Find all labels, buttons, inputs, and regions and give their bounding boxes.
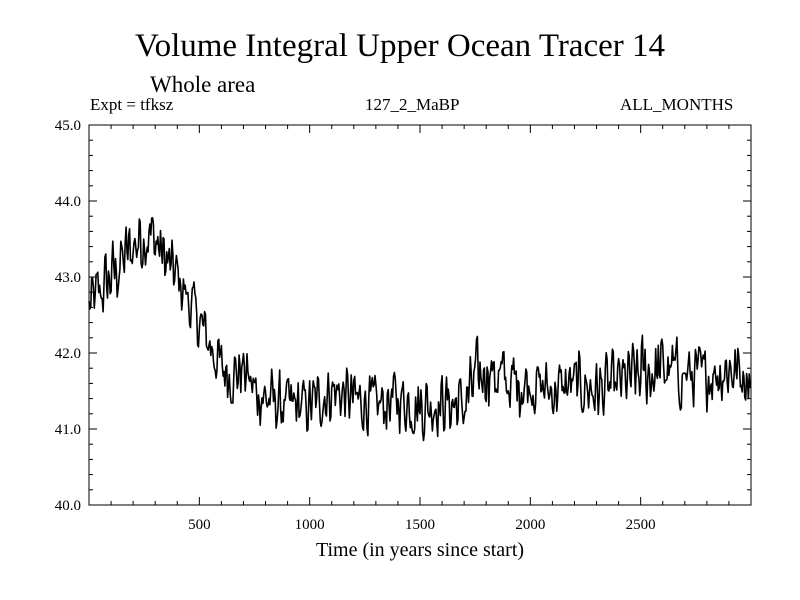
x-tick-label: 2500 — [626, 517, 656, 533]
x-tick-label: 1000 — [295, 517, 325, 533]
x-tick-label: 500 — [188, 517, 211, 533]
y-tick-label: 42.0 — [55, 346, 81, 362]
y-tick-label: 41.0 — [55, 422, 81, 438]
chart-title: Volume Integral Upper Ocean Tracer 14 — [135, 28, 665, 64]
months-label: ALL_MONTHS — [620, 95, 734, 114]
x-tick-label: 2000 — [515, 517, 545, 533]
plot-frame — [88, 124, 752, 506]
y-tick-label: 45.0 — [55, 118, 81, 134]
chart-subtitle: Whole area — [150, 72, 256, 97]
tick-marks — [88, 124, 752, 506]
experiment-label: Expt = tfksz — [90, 95, 174, 114]
series-line-tracer-14 — [88, 217, 752, 442]
tick-labels: 500 1000 1500 2000 2500 40.0 41.0 42.0 43.0 44.0 4… — [55, 118, 656, 533]
run-label: 127_2_MaBP — [365, 95, 460, 114]
y-tick-label: 43.0 — [55, 270, 81, 286]
y-tick-label: 40.0 — [55, 498, 81, 514]
x-axis-label: Time (in years since start) — [316, 539, 524, 561]
y-tick-label: 44.0 — [55, 194, 81, 210]
x-tick-label: 1500 — [405, 517, 435, 533]
